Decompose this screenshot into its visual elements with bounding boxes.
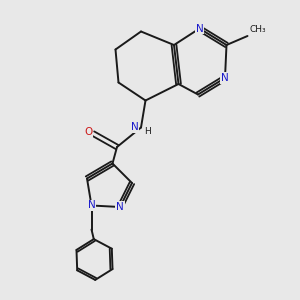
Text: H: H: [144, 128, 151, 136]
Text: N: N: [130, 122, 138, 133]
Text: N: N: [88, 200, 95, 211]
Text: O: O: [84, 127, 93, 137]
Text: N: N: [116, 202, 124, 212]
Text: CH₃: CH₃: [249, 26, 266, 34]
Text: N: N: [221, 73, 229, 83]
Text: N: N: [196, 23, 203, 34]
